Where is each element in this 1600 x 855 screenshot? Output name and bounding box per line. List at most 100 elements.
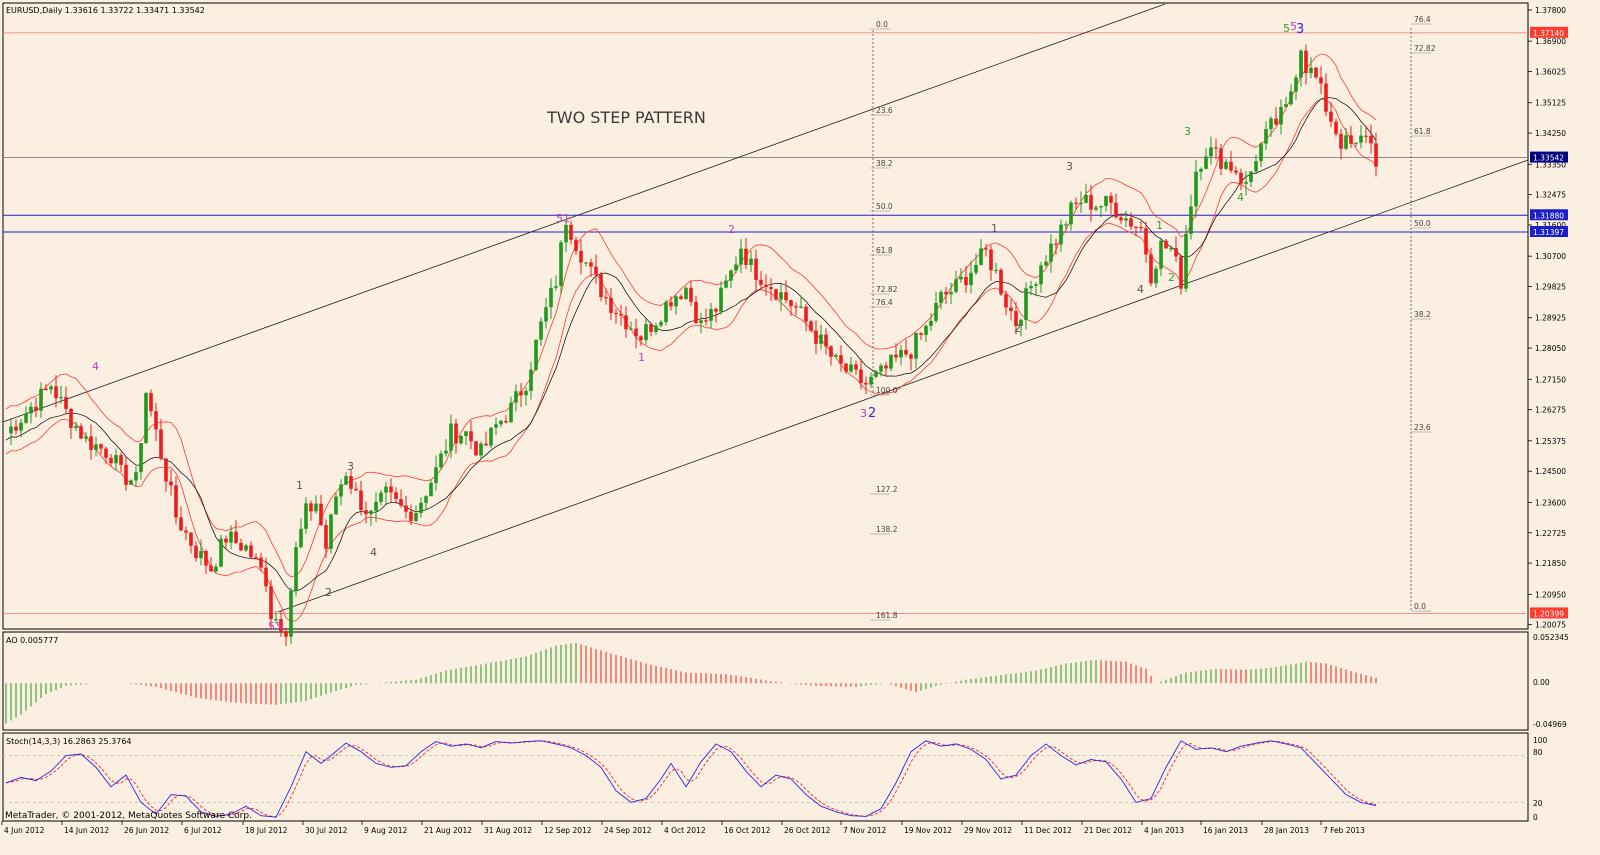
candle-body[interactable]	[229, 531, 233, 543]
price-pane[interactable]	[2, 2, 1529, 630]
candle-body[interactable]	[664, 302, 668, 323]
candle-body[interactable]	[824, 334, 828, 347]
candle-body[interactable]	[359, 490, 363, 511]
candle-body[interactable]	[1164, 240, 1168, 249]
candle-body[interactable]	[914, 333, 918, 359]
candle-body[interactable]	[1079, 202, 1083, 205]
candle-body[interactable]	[864, 382, 868, 385]
candle-body[interactable]	[354, 488, 358, 491]
candle-body[interactable]	[219, 538, 223, 567]
candle-body[interactable]	[954, 279, 958, 293]
candle-body[interactable]	[994, 269, 998, 272]
candle-body[interactable]	[619, 313, 623, 316]
channel-lower-line[interactable]	[277, 159, 1529, 613]
candle-body[interactable]	[144, 393, 148, 443]
candle-body[interactable]	[1114, 202, 1118, 218]
candle-body[interactable]	[1049, 243, 1053, 262]
candle-body[interactable]	[34, 406, 38, 411]
candle-body[interactable]	[344, 476, 348, 485]
candle-body[interactable]	[139, 442, 143, 473]
candle-body[interactable]	[364, 510, 368, 515]
candle-body[interactable]	[559, 242, 563, 287]
candle-body[interactable]	[534, 339, 538, 370]
candle-body[interactable]	[579, 251, 583, 263]
candle-body[interactable]	[404, 505, 408, 512]
stoch-pane[interactable]	[2, 732, 1529, 822]
candle-body[interactable]	[659, 322, 663, 326]
candle-body[interactable]	[1019, 319, 1023, 326]
candle-body[interactable]	[179, 517, 183, 531]
candle-body[interactable]	[389, 486, 393, 493]
candle-body[interactable]	[814, 330, 818, 344]
candle-body[interactable]	[1279, 107, 1283, 125]
candle-body[interactable]	[1094, 207, 1098, 210]
candle-body[interactable]	[459, 435, 463, 444]
candle-body[interactable]	[119, 455, 123, 465]
candle-body[interactable]	[169, 481, 173, 486]
candle-body[interactable]	[1074, 202, 1078, 204]
candle-body[interactable]	[374, 501, 378, 511]
candle-body[interactable]	[124, 464, 128, 485]
candle-body[interactable]	[1059, 224, 1063, 245]
candle-body[interactable]	[754, 258, 758, 280]
candle-body[interactable]	[884, 365, 888, 369]
candle-body[interactable]	[479, 443, 483, 456]
candle-body[interactable]	[999, 269, 1003, 295]
candle-body[interactable]	[509, 402, 513, 423]
candle-body[interactable]	[1139, 226, 1143, 229]
candle-body[interactable]	[969, 272, 973, 286]
candle-body[interactable]	[889, 354, 893, 369]
candle-body[interactable]	[1144, 228, 1148, 255]
candle-body[interactable]	[569, 224, 573, 240]
candle-body[interactable]	[799, 306, 803, 308]
candle-body[interactable]	[1344, 135, 1348, 149]
candle-body[interactable]	[249, 545, 253, 558]
candle-body[interactable]	[1159, 240, 1163, 269]
candle-body[interactable]	[1299, 50, 1303, 78]
candle-body[interactable]	[1284, 104, 1288, 108]
candle-body[interactable]	[904, 349, 908, 355]
candle-body[interactable]	[609, 297, 613, 313]
candle-body[interactable]	[684, 287, 688, 299]
candle-body[interactable]	[99, 444, 103, 449]
candle-body[interactable]	[1254, 161, 1258, 172]
candle-body[interactable]	[729, 270, 733, 281]
candle-body[interactable]	[1124, 218, 1128, 221]
candle-body[interactable]	[369, 510, 373, 515]
candle-body[interactable]	[1304, 50, 1308, 74]
candle-body[interactable]	[1119, 217, 1123, 221]
candle-body[interactable]	[554, 286, 558, 288]
candle-body[interactable]	[714, 309, 718, 312]
candle-body[interactable]	[1039, 265, 1043, 285]
candle-body[interactable]	[1339, 133, 1343, 149]
candle-body[interactable]	[1014, 311, 1018, 326]
candle-body[interactable]	[929, 320, 933, 326]
candle-body[interactable]	[324, 525, 328, 549]
candle-body[interactable]	[329, 514, 333, 549]
candle-body[interactable]	[49, 386, 53, 390]
candle-body[interactable]	[589, 262, 593, 267]
candle-body[interactable]	[779, 292, 783, 300]
candle-body[interactable]	[94, 444, 98, 450]
candle-body[interactable]	[964, 276, 968, 286]
candle-body[interactable]	[154, 411, 158, 430]
candle-body[interactable]	[174, 485, 178, 518]
candle-body[interactable]	[899, 349, 903, 358]
candle-body[interactable]	[949, 292, 953, 295]
candle-body[interactable]	[804, 306, 808, 322]
candle-body[interactable]	[1179, 256, 1183, 289]
candle-body[interactable]	[1004, 294, 1008, 308]
candle-body[interactable]	[724, 280, 728, 288]
candle-body[interactable]	[834, 355, 838, 357]
candle-body[interactable]	[699, 320, 703, 324]
candle-body[interactable]	[1064, 224, 1068, 226]
candle-body[interactable]	[769, 286, 773, 290]
candle-body[interactable]	[334, 496, 338, 515]
candle-body[interactable]	[1224, 161, 1228, 169]
candle-body[interactable]	[379, 492, 383, 502]
candle-body[interactable]	[809, 321, 813, 331]
candle-body[interactable]	[109, 457, 113, 464]
candle-body[interactable]	[309, 503, 313, 512]
candle-body[interactable]	[519, 391, 523, 396]
candle-body[interactable]	[1009, 307, 1013, 312]
